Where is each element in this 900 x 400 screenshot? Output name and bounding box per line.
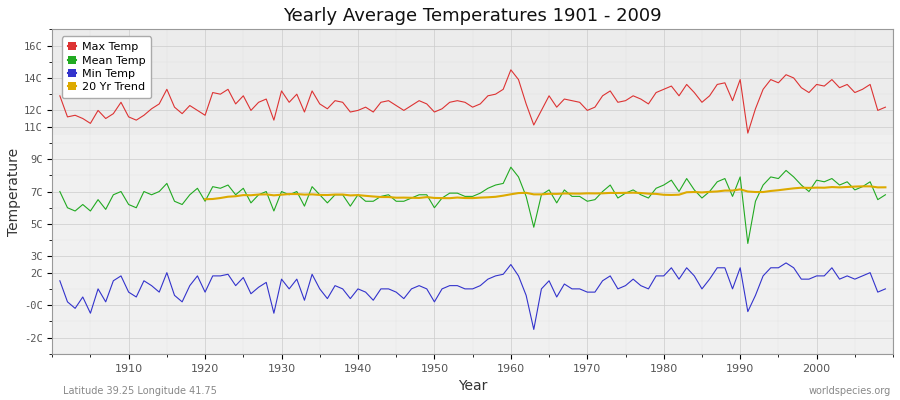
Y-axis label: Temperature: Temperature <box>7 148 21 236</box>
Text: worldspecies.org: worldspecies.org <box>809 386 891 396</box>
Bar <box>52 29 893 135</box>
X-axis label: Year: Year <box>458 379 487 393</box>
Legend: Max Temp, Mean Temp, Min Temp, 20 Yr Trend: Max Temp, Mean Temp, Min Temp, 20 Yr Tre… <box>62 36 151 98</box>
Title: Yearly Average Temperatures 1901 - 2009: Yearly Average Temperatures 1901 - 2009 <box>284 7 662 25</box>
Text: Latitude 39.25 Longitude 41.75: Latitude 39.25 Longitude 41.75 <box>63 386 217 396</box>
